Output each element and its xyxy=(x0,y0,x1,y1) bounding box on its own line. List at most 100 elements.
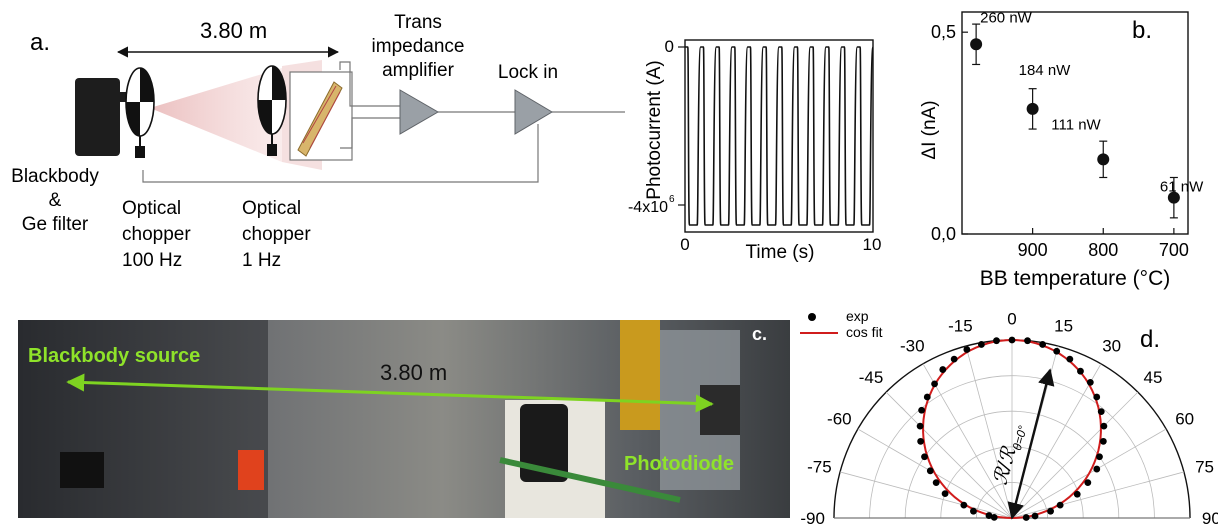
tia-label-line1: Trans xyxy=(394,12,442,33)
polar-angle-label: 30 xyxy=(1102,336,1121,355)
trace-y-axis-label: Photocurrent (A) xyxy=(644,60,665,199)
scatter-xtick-label: 700 xyxy=(1159,240,1189,260)
chopper1-label-line1: Optical xyxy=(122,198,181,219)
polar-chart: -90 -75 -60 -45 -30 -15 0 15 30 45 60 75 90 exp cos … xyxy=(800,308,1218,527)
panel-a-schematic: a. 3.80 m xyxy=(11,12,625,271)
polar-exp-point xyxy=(939,366,946,373)
chopper2-label-line3: 1 Hz xyxy=(242,250,281,271)
polar-angle-label: -30 xyxy=(900,336,925,355)
trace-xtick-label-left: 0 xyxy=(680,235,689,254)
polar-exp-point xyxy=(963,346,970,353)
scatter-point xyxy=(1027,103,1039,115)
polar-exp-point xyxy=(1039,341,1046,348)
photo-distance-label: 3.80 m xyxy=(380,360,447,385)
trace-ytick-label-top: 0 xyxy=(665,37,674,56)
polar-angle-label: -45 xyxy=(859,368,884,387)
chopper2-label-line2: chopper xyxy=(242,224,311,245)
polar-exp-point xyxy=(978,341,985,348)
scatter-point-label: 184 nW xyxy=(1019,62,1072,79)
polar-exp-point xyxy=(1047,508,1054,515)
legend-exp-marker xyxy=(808,313,816,321)
scatter-xtick-label: 800 xyxy=(1088,240,1118,260)
polar-exp-point xyxy=(1093,394,1100,401)
tia-label-line3: amplifier xyxy=(382,60,454,81)
blackbody-aperture xyxy=(118,92,126,102)
polar-exp-point xyxy=(1096,453,1103,460)
photo-yellow-mount xyxy=(620,320,660,430)
polar-grid-spoke xyxy=(1012,392,1138,518)
panel-c-label: c. xyxy=(752,324,767,344)
blackbody-label-line3: Ge filter xyxy=(22,214,89,235)
photocurrent-chart: 0 -4x10 6 0 10 Time (s) Photocurrent (A) xyxy=(628,37,881,263)
scatter-xtick-label: 900 xyxy=(1018,240,1048,260)
scatter-point xyxy=(970,38,982,50)
trace-x-axis-label: Time (s) xyxy=(746,242,815,263)
chopper2-label-line1: Optical xyxy=(242,198,301,219)
chopper1-label-line3: 100 Hz xyxy=(122,250,182,271)
polar-exp-point xyxy=(924,394,931,401)
polar-exp-point xyxy=(960,502,967,509)
distance-label: 3.80 m xyxy=(200,18,267,43)
polar-exp-point xyxy=(1053,348,1060,355)
polar-grid-spoke xyxy=(840,472,1012,518)
scatter-ytick-label: 0,5 xyxy=(931,22,956,42)
blackbody-source xyxy=(75,78,120,156)
lockin-label: Lock in xyxy=(498,62,558,83)
polar-exp-point xyxy=(1024,337,1031,344)
polar-exp-point xyxy=(921,453,928,460)
polar-exp-point xyxy=(1009,337,1016,344)
power-scatter-chart: b. 900 800 700 0,0 0,5 BB temperature (°C) ΔI … xyxy=(919,9,1204,290)
scatter-point-label: 61 nW xyxy=(1160,179,1204,196)
trace-xtick-label-right: 10 xyxy=(863,235,882,254)
polar-exp-point xyxy=(917,423,924,430)
photo-blackbody-box xyxy=(60,452,104,488)
polar-exp-point xyxy=(970,508,977,515)
polar-exp-point xyxy=(951,356,958,363)
polar-angle-label: 60 xyxy=(1175,409,1194,428)
polar-exp-point xyxy=(1100,438,1107,445)
polar-exp-point xyxy=(1074,491,1081,498)
polar-exp-point xyxy=(1057,502,1064,509)
polar-angle-label: 15 xyxy=(1054,316,1073,335)
panel-a-label: a. xyxy=(30,29,50,56)
scatter-y-axis-label: ΔI (nA) xyxy=(919,100,940,159)
radius-label: ℛ/ℛθ=0° xyxy=(990,421,1030,488)
polar-exp-point xyxy=(1087,379,1094,386)
scatter-x-axis-label: BB temperature (°C) xyxy=(980,267,1170,290)
polar-exp-point xyxy=(1023,514,1030,521)
polar-legend: exp cos fit xyxy=(800,308,883,340)
radius-label-sub: θ=0° xyxy=(1010,424,1030,452)
chopper1-label-line2: chopper xyxy=(122,224,191,245)
polar-angle-label: -90 xyxy=(800,509,825,527)
optical-chopper-1 xyxy=(126,68,154,158)
polar-angle-label: 45 xyxy=(1144,368,1163,387)
polar-exp-point xyxy=(1093,466,1100,473)
blackbody-label-line2: & xyxy=(49,190,62,211)
polar-angle-label: -75 xyxy=(807,457,832,476)
polar-exp-point xyxy=(1066,356,1073,363)
blackbody-label-line1: Blackbody xyxy=(11,166,99,187)
polar-angle-label: 90 xyxy=(1202,509,1218,527)
polar-exp-point xyxy=(986,512,993,519)
scatter-ytick-label: 0,0 xyxy=(931,224,956,244)
photo-source-label: Blackbody source xyxy=(28,345,200,367)
polar-grid-spoke xyxy=(886,392,1012,518)
polar-angle-label: -60 xyxy=(827,409,852,428)
trace-ytick-exponent: 6 xyxy=(669,194,675,205)
scatter-point-label: 111 nW xyxy=(1051,116,1101,133)
panel-d-label: d. xyxy=(1140,326,1160,353)
polar-grid-spoke xyxy=(1012,472,1184,518)
polar-angle-label: -15 xyxy=(948,316,973,335)
polar-angle-label: 75 xyxy=(1195,457,1214,476)
polar-exp-point xyxy=(1084,479,1091,486)
polar-grid-spoke xyxy=(966,346,1012,518)
tia-label-line2: impedance xyxy=(372,36,465,57)
polar-exp-point xyxy=(917,438,924,445)
polar-exp-point xyxy=(933,479,940,486)
polar-exp-point xyxy=(927,467,934,474)
polar-grid-spoke xyxy=(923,364,1012,518)
trace-ytick-label-bottom: -4x10 xyxy=(628,199,668,216)
polar-angle-label: 0 xyxy=(1007,310,1016,329)
polar-exp-point xyxy=(931,380,938,387)
